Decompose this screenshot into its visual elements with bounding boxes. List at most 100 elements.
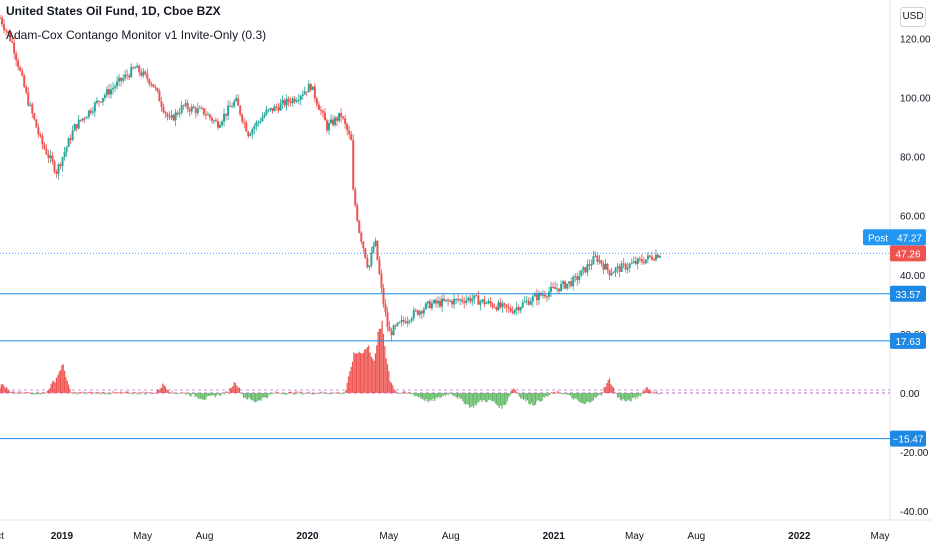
oscillator-bar — [177, 392, 179, 394]
candle-body — [531, 296, 534, 302]
candle-body — [31, 104, 34, 114]
oscillator-bar — [364, 349, 366, 393]
oscillator-bar — [78, 392, 80, 394]
candle-body — [114, 86, 117, 88]
candle-body — [63, 152, 66, 158]
oscillator-bar — [81, 392, 83, 394]
candle-body — [219, 124, 221, 128]
candle-body — [69, 138, 72, 140]
oscillator-bar — [590, 392, 592, 403]
y-tick-label: 60.00 — [900, 212, 925, 223]
candle-body — [301, 94, 304, 96]
candle-body — [584, 267, 587, 273]
oscillator-bar — [591, 392, 593, 402]
oscillator-bar — [144, 392, 146, 395]
candle-body — [564, 281, 567, 289]
candle-body — [93, 102, 96, 112]
oscillator-bar — [385, 358, 387, 393]
post-price-prefix: Post — [868, 233, 888, 244]
oscillator-bar — [171, 391, 173, 393]
oscillator-bar — [598, 392, 600, 396]
oscillator-bar — [74, 391, 76, 393]
candle-body — [612, 272, 615, 274]
oscillator-bar — [228, 392, 230, 394]
candle-body — [208, 114, 211, 118]
candle-body — [406, 321, 409, 324]
oscillator-bar — [432, 392, 434, 399]
oscillator-bar — [283, 392, 285, 394]
candle-body — [455, 298, 458, 300]
oscillator-bar — [526, 392, 529, 401]
oscillator-bar — [160, 387, 163, 393]
oscillator-bar — [576, 392, 578, 400]
oscillator-bar — [533, 392, 535, 406]
oscillator-bar — [656, 391, 658, 393]
candle-body — [338, 112, 341, 121]
oscillator-bar — [164, 386, 167, 393]
last-price-label: 47.26 — [895, 249, 920, 260]
oscillator-bar — [49, 388, 51, 393]
oscillator-bar — [446, 392, 448, 395]
oscillator-bar — [424, 392, 426, 401]
candle-body — [475, 295, 478, 297]
candle-body — [273, 106, 276, 112]
oscillator-bar — [241, 392, 243, 394]
candle-body — [27, 92, 30, 106]
oscillator-bar — [287, 392, 289, 394]
oscillator-bar — [532, 392, 534, 406]
candle-body — [154, 87, 157, 89]
oscillator-bar — [384, 346, 386, 393]
oscillator-bar — [63, 370, 66, 393]
oscillator-bar — [41, 392, 43, 394]
candle-body — [253, 126, 256, 130]
oscillator-bar — [347, 376, 350, 393]
candle-body — [642, 261, 645, 264]
oscillator-bar — [634, 392, 636, 400]
oscillator-bar — [641, 392, 643, 394]
currency-button[interactable]: USD — [900, 7, 926, 27]
oscillator-bar — [560, 392, 562, 395]
oscillator-bar — [225, 391, 227, 393]
oscillator-bar — [567, 392, 569, 395]
candle-body — [107, 89, 110, 95]
candle-body — [243, 121, 246, 123]
oscillator-bar — [234, 382, 237, 393]
oscillator-bar — [524, 392, 526, 400]
oscillator-bar — [579, 392, 581, 403]
y-tick-label: 120.00 — [900, 34, 931, 45]
oscillator-bar — [372, 358, 374, 393]
x-tick-label: 2022 — [788, 531, 811, 542]
candle-body — [3, 24, 6, 30]
candle-body — [473, 295, 476, 299]
oscillator-bar — [565, 392, 568, 395]
candle-body — [81, 118, 84, 121]
candle-body — [457, 298, 460, 301]
oscillator-bar — [12, 391, 15, 393]
last-price-box — [890, 245, 926, 262]
oscillator-bar — [485, 392, 487, 403]
oscillator-bar — [474, 392, 476, 405]
x-tick-label: May — [871, 531, 890, 542]
oscillator-bar — [136, 392, 138, 395]
candle-body — [384, 304, 387, 313]
oscillator-bar — [183, 392, 185, 394]
candle-body — [535, 294, 538, 301]
candle-body — [418, 311, 421, 315]
candle-body — [55, 171, 58, 174]
oscillator-bar — [399, 392, 401, 394]
symbol-title[interactable]: United States Oil Fund, 1D, Cboe BZX — [6, 4, 221, 18]
oscillator-bar — [77, 391, 79, 393]
oscillator-bar — [330, 392, 332, 395]
oscillator-bar — [327, 392, 329, 394]
candle-body — [350, 134, 353, 141]
candle-body — [89, 110, 92, 113]
oscillator-bar — [175, 392, 177, 394]
oscillator-bar — [612, 387, 615, 393]
oscillator-bar — [187, 392, 189, 394]
candle-body — [281, 100, 284, 104]
candle-body — [267, 109, 270, 111]
oscillator-bar — [464, 392, 467, 405]
indicator-label[interactable]: Adam-Cox Contango Monitor v1 Invite-Only… — [6, 28, 267, 42]
candle-body — [354, 189, 357, 206]
